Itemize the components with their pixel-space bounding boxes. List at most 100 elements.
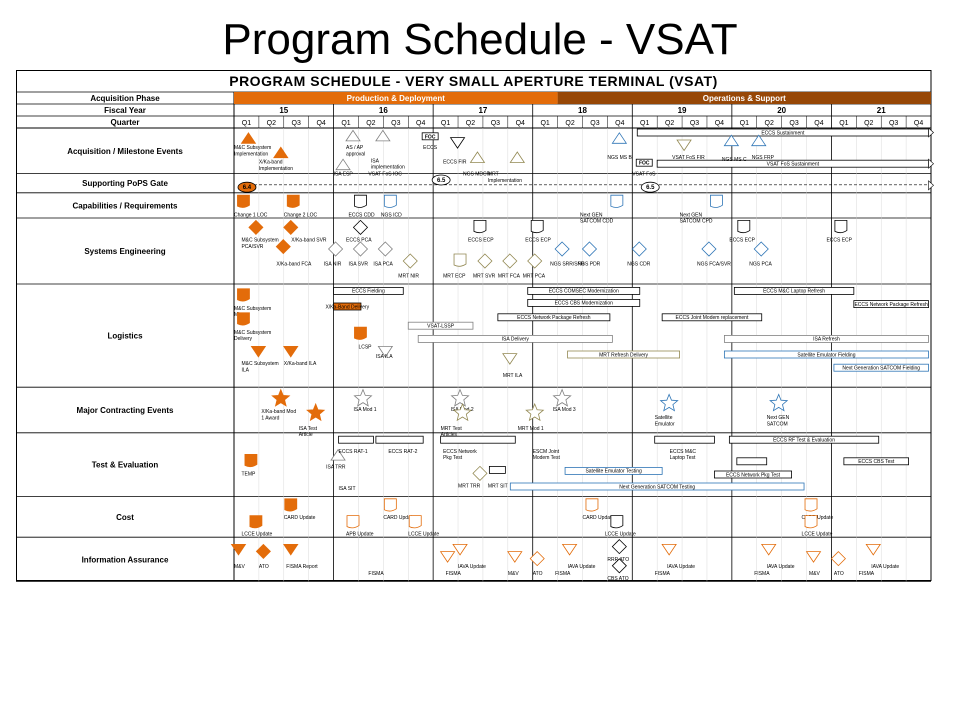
quarter-label: Q4 [316, 120, 325, 127]
milestone-label: ISA Mod 1 [353, 407, 376, 413]
bar-label: Next Generation SATCOM Fielding [842, 366, 920, 372]
milestone-label: NGS FCA/SVR [697, 262, 731, 268]
fiscal-year-label: 21 [877, 106, 886, 115]
document-shape [611, 516, 623, 528]
milestone-label: SATCOM CPD [680, 219, 713, 225]
document-shape [384, 499, 396, 511]
milestone-label: MRT SIT [488, 484, 508, 490]
milestone-label: ECCS RAT-2 [388, 449, 417, 455]
bar-label: ECCS Network Pkg Test [726, 472, 781, 478]
bar-label: ECCS COMSEC Modernization [549, 289, 619, 295]
milestone-label: Satellite [655, 415, 673, 421]
milestone-label: MRT SVR [473, 274, 496, 280]
milestone-label: SATCOM [767, 421, 788, 427]
bar-label: ECCS M&C Laptop Refresh [763, 289, 825, 295]
timeline-bar [376, 436, 423, 443]
milestone-label: approval [346, 151, 365, 157]
milestone-label: ATO [259, 564, 269, 570]
timeline-bar [339, 436, 374, 443]
quarter-label: Q3 [391, 120, 400, 127]
milestone-box-label: FOC [425, 134, 436, 140]
milestone-label: PCA/SVR [241, 244, 263, 250]
milestone-label: X/Ka-band FCA [276, 262, 312, 268]
quarter-label: Q4 [814, 120, 823, 127]
milestone-label: ECCS ECP [525, 238, 551, 244]
milestone-label: MRT TRR [458, 484, 481, 490]
milestone-label: FISMA Report [286, 564, 318, 570]
milestone-label: Implementation [488, 178, 522, 184]
milestone-label: NGS MS C [722, 157, 747, 163]
milestone-label: ISA NIR [324, 262, 342, 268]
quarter-label: Q2 [466, 120, 475, 127]
milestone-label: FISMA [655, 571, 671, 577]
document-shape [738, 220, 750, 232]
bar-label: MRT Refresh Delivery [599, 352, 648, 358]
document-shape [805, 516, 817, 528]
phase-header-label: Acquisition Phase [90, 94, 160, 103]
milestone-label: NGS PDR [578, 262, 601, 268]
bar-label: VSAT-LSSP [427, 324, 455, 330]
quarter-label: Q3 [889, 120, 898, 127]
phase-label: Operations & Support [703, 94, 786, 103]
document-shape [354, 327, 366, 339]
pops-gate-label: 6.4 [243, 185, 252, 191]
milestone-label: ISA PCA [373, 262, 393, 268]
bar-label: ECCS Joint Modem replacement [676, 315, 749, 321]
milestone-label: MRT Mod 1 [518, 426, 544, 432]
milestone-label: NGS FRP [752, 155, 775, 161]
milestone-label: MRT ECP [443, 274, 466, 280]
milestone-label: ILA [241, 367, 249, 373]
milestone-label: FISMA [446, 571, 462, 577]
milestone-label: IAVA Update [458, 564, 486, 570]
document-shape [285, 499, 297, 511]
milestone-label: VSAT FoS FIR [672, 155, 705, 161]
quarter-label: Q3 [690, 120, 699, 127]
row-label: Major Contracting Events [77, 406, 174, 415]
chart-title: PROGRAM SCHEDULE - VERY SMALL APERTURE T… [229, 73, 718, 89]
milestone-label: ISA Mod 3 [553, 407, 576, 413]
milestone-label: CARD Update [583, 515, 615, 521]
milestone-label: IAVA Update [568, 564, 596, 570]
milestone-label: MRT FCA [498, 274, 521, 280]
quarter-label: Q1 [839, 120, 848, 127]
bar-label: ECCS CBS Test [858, 459, 895, 465]
milestone-label: Delivery [234, 336, 253, 342]
milestone-label: ECCS M&C [670, 449, 697, 455]
milestone-label: Emulator [655, 421, 675, 427]
milestone-label: FISMA [555, 571, 571, 577]
milestone-label: NGS MDCR [463, 172, 491, 178]
fiscal-year-label: 19 [678, 106, 687, 115]
milestone-label: MRT PCA [523, 274, 546, 280]
milestone-label: ECCS Network [443, 449, 477, 455]
bar-label: VSAT FoS Sustainment [767, 162, 820, 168]
quarter-label: Q1 [242, 120, 251, 127]
milestone-label: ATO [834, 571, 844, 577]
bar-label: ECCS Network Package Refresh [854, 302, 928, 308]
milestone-label: NGS MS B [607, 155, 632, 161]
schedule-diagram: PROGRAM SCHEDULE - VERY SMALL APERTURE T… [16, 70, 936, 590]
milestone-label: Implementation [234, 151, 268, 157]
document-shape [611, 195, 623, 207]
row-label: Acquisition / Milestone Events [67, 147, 183, 156]
fiscal-year-label: 17 [478, 106, 487, 115]
document-shape [835, 220, 847, 232]
bar-label: Next Generation SATCOM Testing [619, 484, 695, 490]
milestone-label: Pkg Test [443, 455, 463, 461]
milestone-label: FISMA [859, 571, 875, 577]
milestone-label: ECCS PCA [346, 238, 372, 244]
milestone-label: VSAT FoS [632, 172, 656, 178]
milestone-label: LCCE Update [241, 532, 272, 538]
milestone-label: Articles [441, 432, 458, 438]
milestone-label: X/Ka-band Mod [261, 409, 296, 415]
document-shape [531, 220, 543, 232]
milestone-label: X/Ka-band ILA [284, 361, 317, 367]
row-label: Supporting PoPS Gate [82, 179, 168, 188]
milestone-label: M&C Subsystem [234, 330, 271, 336]
document-shape [454, 254, 466, 266]
milestone-label: ECCS ECP [729, 238, 755, 244]
bar-label: ECCS Network Package Refresh [517, 315, 591, 321]
milestone-label: M&C Subsystem [234, 306, 271, 312]
milestone-label: M&C Subsystem [234, 145, 271, 151]
quarter-label: Q2 [366, 120, 375, 127]
milestone-label: LCCE Update [408, 532, 439, 538]
